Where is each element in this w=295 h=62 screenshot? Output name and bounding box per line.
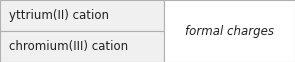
Text: yttrium(II) cation: yttrium(II) cation xyxy=(9,9,109,22)
Bar xyxy=(164,0,295,62)
Bar xyxy=(0,0,164,31)
Text: chromium(III) cation: chromium(III) cation xyxy=(9,40,128,53)
Bar xyxy=(0,31,164,62)
Text: formal charges: formal charges xyxy=(185,24,274,38)
